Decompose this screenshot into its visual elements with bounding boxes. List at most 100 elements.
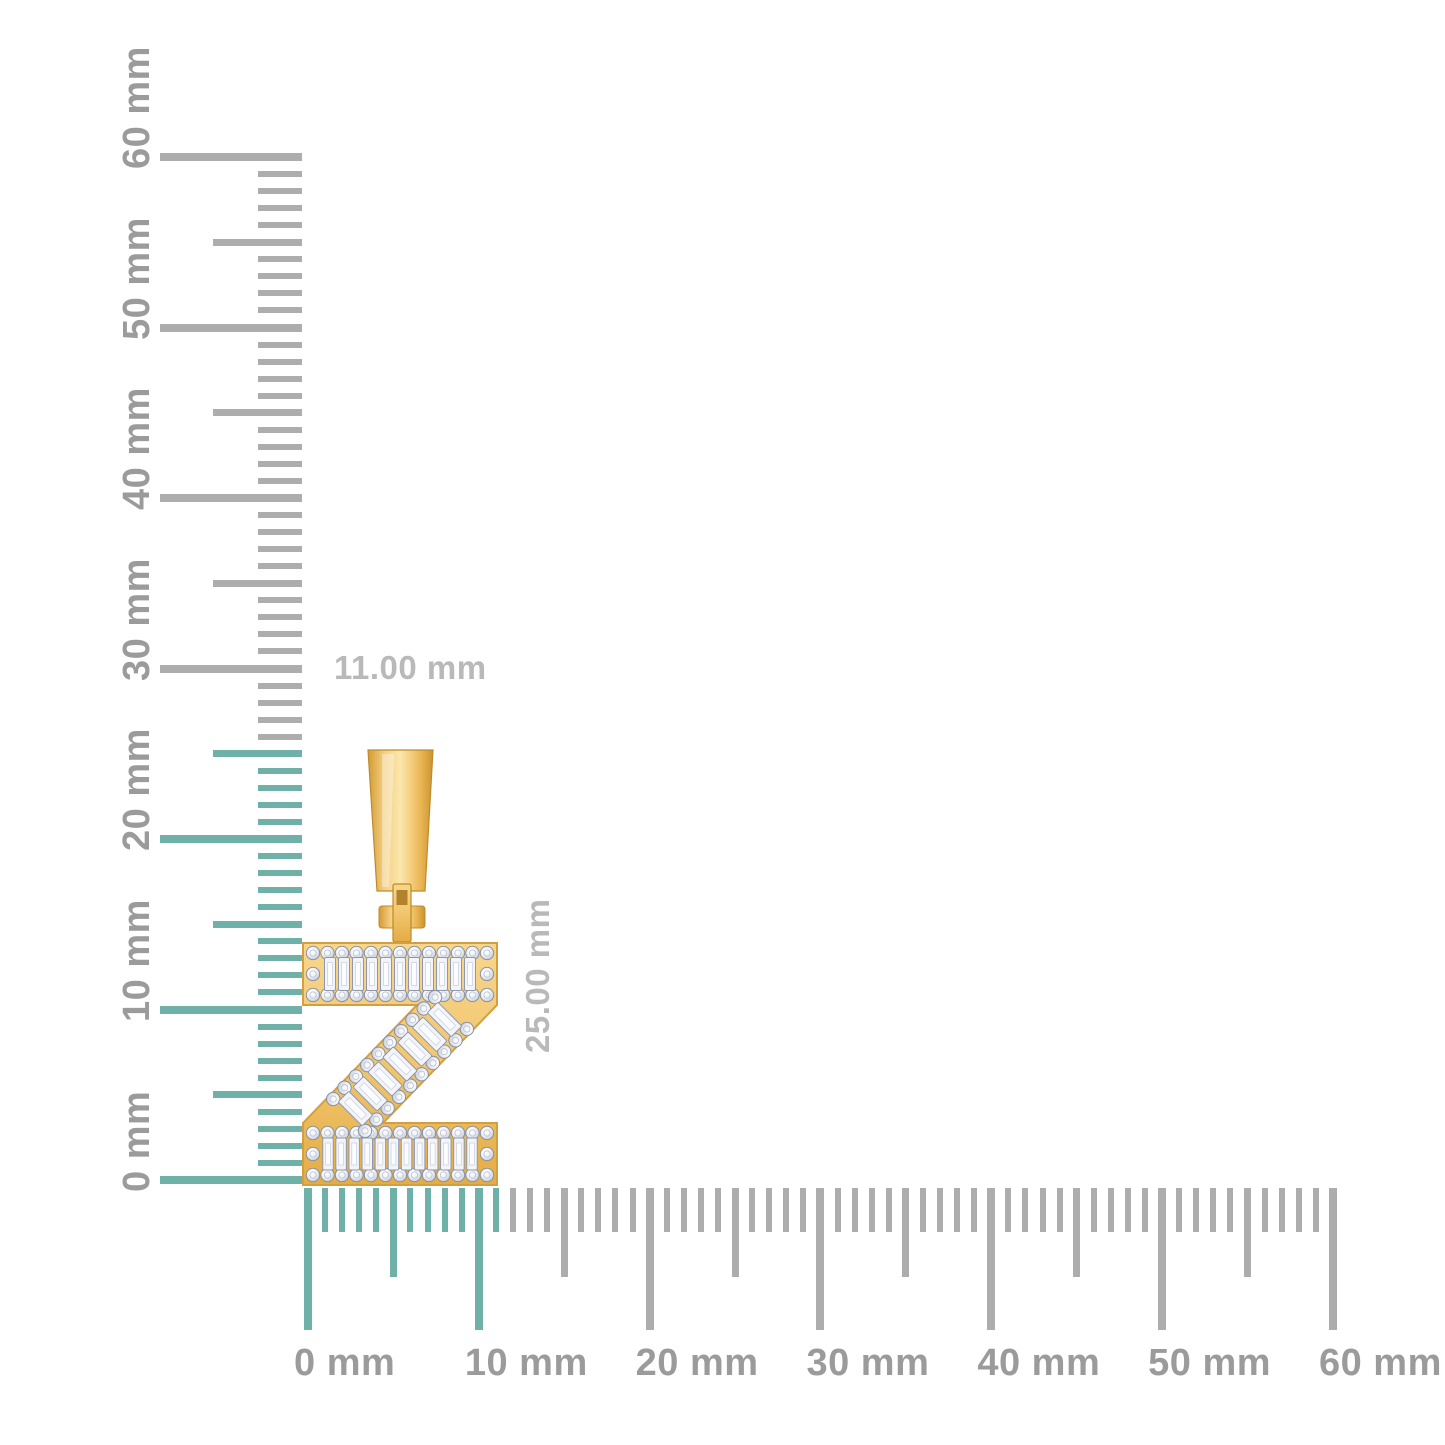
vertical-ruler-tick-52mm <box>258 290 302 297</box>
vertical-ruler-tick-36mm <box>258 563 302 570</box>
vertical-ruler-tick-11mm <box>258 989 302 996</box>
horizontal-ruler-tick-49mm <box>1142 1188 1149 1232</box>
pendant-bail-sheen <box>382 754 394 887</box>
horizontal-ruler-tick-26mm <box>749 1188 756 1232</box>
vertical-ruler-tick-32mm <box>258 631 302 638</box>
vertical-ruler-tick-60mm <box>160 153 302 161</box>
horizontal-ruler-tick-13mm <box>527 1188 534 1232</box>
horizontal-ruler-label-50mm: 50 mm <box>1148 1342 1272 1384</box>
horizontal-ruler-tick-59mm <box>1312 1188 1319 1232</box>
horizontal-ruler-tick-16mm <box>578 1188 585 1232</box>
vertical-ruler-tick-28mm <box>258 699 302 706</box>
horizontal-ruler-tick-9mm <box>458 1188 465 1232</box>
horizontal-ruler-tick-18mm <box>612 1188 619 1232</box>
pendant-hinge-tongue <box>392 883 412 943</box>
horizontal-ruler-tick-45mm <box>1073 1188 1081 1277</box>
vertical-ruler-tick-20mm <box>160 835 302 843</box>
vertical-ruler-tick-54mm <box>258 256 302 263</box>
pendant-height-dimension-label: 25.00 mm <box>519 898 556 1053</box>
vertical-ruler-tick-34mm <box>258 597 302 604</box>
horizontal-ruler-tick-33mm <box>868 1188 875 1232</box>
horizontal-ruler-tick-55mm <box>1244 1188 1252 1277</box>
horizontal-ruler-tick-37mm <box>937 1188 944 1232</box>
vertical-ruler-tick-44mm <box>258 426 302 433</box>
pendant-width-dimension-label: 11.00 mm <box>334 649 487 686</box>
vertical-ruler-tick-18mm <box>258 870 302 877</box>
horizontal-ruler-tick-2mm <box>339 1188 346 1232</box>
horizontal-ruler-tick-15mm <box>560 1188 568 1277</box>
vertical-ruler-tick-38mm <box>258 529 302 536</box>
vertical-ruler-tick-55mm <box>213 238 302 246</box>
horizontal-ruler-tick-44mm <box>1056 1188 1063 1232</box>
horizontal-ruler-tick-58mm <box>1295 1188 1302 1232</box>
horizontal-ruler-tick-12mm <box>509 1188 516 1232</box>
vertical-ruler-tick-19mm <box>258 853 302 860</box>
vertical-ruler-tick-37mm <box>258 546 302 553</box>
horizontal-ruler-tick-56mm <box>1261 1188 1268 1232</box>
horizontal-ruler-label-60mm: 60 mm <box>1318 1342 1442 1384</box>
horizontal-ruler-tick-27mm <box>766 1188 773 1232</box>
vertical-ruler-label-40mm: 40 mm <box>116 387 158 510</box>
vertical-ruler-tick-47mm <box>258 375 302 382</box>
vertical-ruler-tick-10mm <box>160 1005 302 1014</box>
horizontal-ruler-tick-47mm <box>1107 1188 1114 1232</box>
horizontal-ruler-tick-40mm <box>987 1188 996 1330</box>
horizontal-ruler-tick-19mm <box>629 1188 636 1232</box>
horizontal-ruler-label-10mm: 10 mm <box>464 1342 588 1384</box>
vertical-ruler-tick-15mm <box>213 920 302 928</box>
vertical-ruler-tick-6mm <box>258 1074 302 1081</box>
horizontal-ruler-tick-46mm <box>1090 1188 1097 1232</box>
vertical-ruler-tick-0mm <box>160 1176 302 1184</box>
horizontal-ruler-label-40mm: 40 mm <box>977 1342 1101 1384</box>
vertical-ruler-tick-8mm <box>258 1040 302 1047</box>
letter-z-body <box>302 942 498 1186</box>
vertical-ruler-tick-50mm <box>160 323 302 332</box>
horizontal-ruler-tick-7mm <box>424 1188 431 1232</box>
vertical-ruler-tick-35mm <box>213 579 302 587</box>
vertical-ruler-tick-41mm <box>258 477 302 484</box>
vertical-ruler-tick-48mm <box>258 358 302 365</box>
diagonal-diamond-stones <box>326 990 474 1138</box>
vertical-ruler-tick-45mm <box>213 409 302 417</box>
vertical-ruler-tick-25mm <box>213 750 302 758</box>
horizontal-ruler-tick-23mm <box>697 1188 704 1232</box>
horizontal-ruler-tick-42mm <box>1022 1188 1029 1232</box>
vertical-ruler-tick-14mm <box>258 938 302 945</box>
vertical-ruler-label-20mm: 20 mm <box>116 728 158 851</box>
vertical-ruler-tick-13mm <box>258 955 302 962</box>
vertical-ruler-tick-56mm <box>258 222 302 229</box>
vertical-ruler-tick-24mm <box>258 767 302 774</box>
vertical-ruler-tick-43mm <box>258 443 302 450</box>
horizontal-ruler-tick-21mm <box>663 1188 670 1232</box>
horizontal-ruler-tick-4mm <box>373 1188 380 1232</box>
horizontal-ruler-tick-51mm <box>1176 1188 1183 1232</box>
horizontal-ruler-tick-34mm <box>885 1188 892 1232</box>
horizontal-ruler-tick-25mm <box>731 1188 739 1277</box>
vertical-ruler-tick-40mm <box>160 494 302 502</box>
vertical-ruler-label-0mm: 0 mm <box>116 1090 158 1192</box>
horizontal-ruler-tick-48mm <box>1124 1188 1131 1232</box>
horizontal-ruler-tick-6mm <box>407 1188 414 1232</box>
vertical-ruler-tick-46mm <box>258 392 302 399</box>
vertical-ruler-tick-42mm <box>258 460 302 467</box>
horizontal-ruler-tick-50mm <box>1158 1188 1167 1330</box>
vertical-ruler-tick-39mm <box>258 512 302 519</box>
vertical-ruler-label-50mm: 50 mm <box>116 216 158 340</box>
horizontal-ruler-tick-1mm <box>322 1188 329 1232</box>
horizontal-ruler-tick-29mm <box>800 1188 807 1232</box>
vertical-ruler-tick-57mm <box>258 205 302 212</box>
diamond-stones <box>305 945 495 1183</box>
horizontal-ruler-tick-22mm <box>680 1188 687 1232</box>
horizontal-ruler-tick-41mm <box>1005 1188 1012 1232</box>
vertical-ruler-tick-29mm <box>258 682 302 689</box>
horizontal-ruler-tick-8mm <box>441 1188 448 1232</box>
horizontal-ruler-label-30mm: 30 mm <box>806 1342 930 1384</box>
horizontal-ruler-tick-14mm <box>544 1188 551 1232</box>
horizontal-ruler-tick-53mm <box>1210 1188 1217 1232</box>
vertical-ruler-tick-1mm <box>258 1159 302 1166</box>
horizontal-ruler-tick-31mm <box>834 1188 841 1232</box>
horizontal-ruler-tick-3mm <box>356 1188 363 1232</box>
horizontal-ruler-tick-5mm <box>389 1188 397 1277</box>
vertical-ruler-tick-31mm <box>258 648 302 655</box>
horizontal-ruler-tick-11mm <box>492 1188 499 1232</box>
